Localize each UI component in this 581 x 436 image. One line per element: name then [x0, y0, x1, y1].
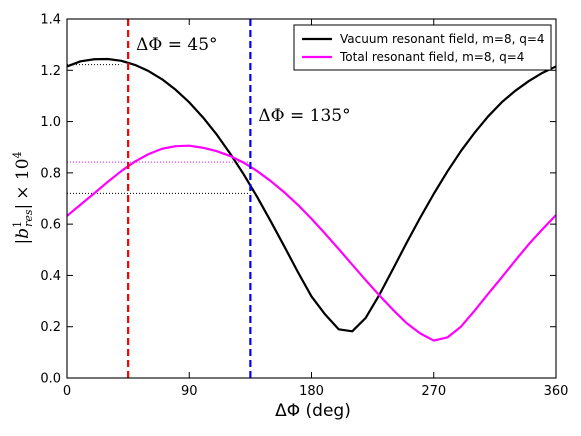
x-axis-title: ΔΦ (deg): [275, 401, 351, 421]
y-axis-title-exponent: 4: [11, 151, 24, 158]
y-tick-label: 0.8: [40, 166, 61, 181]
marker-label-2: ΔΦ = 135°: [258, 106, 350, 126]
y-axis-title-abs-close: |: [13, 204, 33, 210]
y-axis-title-abs-open: |: [13, 239, 33, 245]
marker-label-1: ΔΦ = 45°: [136, 35, 217, 55]
y-tick-label: 0.6: [40, 218, 61, 233]
vertical-markers: [127, 19, 252, 378]
y-tick-label: 0.2: [40, 320, 61, 335]
x-tick-label: 270: [421, 384, 446, 399]
series-line-total: [66, 144, 557, 342]
y-tick-label: 1.4: [40, 13, 61, 28]
legend-box: [293, 24, 552, 71]
y-axis-title-subscript: res: [22, 209, 35, 227]
marker-labels: ΔΦ = 45° ΔΦ = 135°: [136, 35, 350, 126]
reference-lines: [67, 64, 251, 194]
y-axis-title-b: b: [13, 228, 33, 239]
series-line-vacuum: [66, 57, 557, 333]
x-tick-label: 360: [544, 384, 569, 399]
legend-label-2: Total resonant field, m=8, q=4: [339, 50, 524, 64]
y-tick-label: 0.4: [40, 269, 61, 284]
x-tick-label: 90: [181, 384, 198, 399]
y-axis-title-superscript: 1: [11, 221, 24, 228]
y-axis-title: |b1res|× 104: [11, 151, 35, 244]
x-tick-label: 180: [299, 384, 324, 399]
legend: Vacuum resonant field, m=8, q=4 Total res…: [293, 24, 552, 71]
y-tick-label: 0.0: [40, 372, 61, 387]
series-layer: [66, 57, 557, 342]
axis-ticks: 0 90 180 270 360 0.0 0.2 0.4 0.6 0.8 1.0 1.2 1.4: [40, 13, 568, 400]
legend-label-1: Vacuum resonant field, m=8, q=4: [340, 32, 545, 46]
y-axis-title-times: × 10: [13, 158, 33, 199]
y-tick-label: 1.0: [40, 115, 61, 130]
x-tick-label: 0: [63, 384, 71, 399]
y-tick-label: 1.2: [40, 64, 61, 79]
